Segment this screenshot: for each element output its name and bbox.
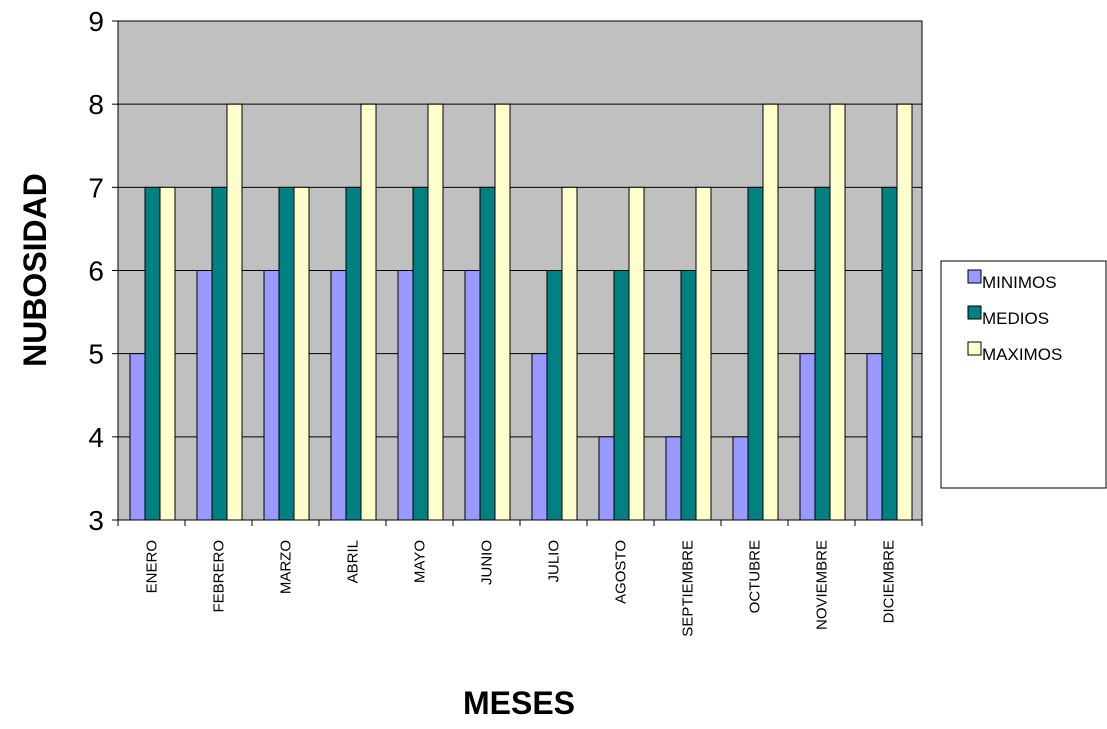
bar-medios-diciembre	[881, 186, 898, 521]
bar-maximos-febrero	[226, 103, 243, 521]
bar-medios-septiembre	[680, 270, 697, 521]
x-axis-title: MESES	[463, 685, 575, 721]
y-axis: 3 4 5 6 7 8 9	[88, 6, 119, 536]
bar-minimos-febrero	[196, 270, 213, 521]
bar-maximos-octubre	[762, 103, 779, 521]
bar-minimos-septiembre	[665, 436, 682, 521]
bar-maximos-abril	[360, 103, 377, 521]
x-axis: ENERO FEBRERO MARZO ABRIL MAYO JUNIO JULIO AGOS…	[117, 519, 923, 637]
y-tick-label: 7	[88, 172, 104, 203]
bar-maximos-enero	[159, 186, 176, 521]
bar-medios-julio	[546, 270, 563, 521]
bar-minimos-enero	[129, 353, 146, 521]
x-tick-label: ENERO	[144, 540, 161, 593]
bar-medios-agosto	[613, 270, 630, 521]
legend-label-medios: MEDIOS	[982, 309, 1049, 328]
x-tick-label: FEBRERO	[211, 540, 228, 613]
bar-minimos-octubre	[732, 436, 749, 521]
y-tick-label: 9	[88, 6, 104, 37]
bar-maximos-mayo	[427, 103, 444, 521]
y-tick-label: 4	[88, 422, 104, 453]
bar-medios-marzo	[278, 186, 295, 521]
bar-minimos-junio	[464, 270, 481, 521]
bar-minimos-agosto	[598, 436, 615, 521]
legend-swatch-minimos	[967, 269, 982, 284]
gridlines	[118, 103, 922, 438]
x-tick-label: AGOSTO	[613, 540, 630, 604]
y-axis-title: NUBOSIDAD	[17, 173, 53, 367]
y-tick-label: 6	[88, 256, 104, 287]
bar-maximos-junio	[494, 103, 511, 521]
legend-label-maximos: MAXIMOS	[982, 345, 1062, 364]
bar-medios-junio	[479, 186, 496, 521]
x-tick-label: JULIO	[546, 540, 563, 583]
bar-maximos-diciembre	[896, 103, 913, 521]
legend-box	[940, 260, 1107, 489]
legend-label-minimos: MINIMOS	[982, 273, 1057, 292]
bar-minimos-abril	[330, 270, 347, 521]
bar-minimos-diciembre	[866, 353, 883, 521]
legend: MINIMOS MEDIOS MAXIMOS	[940, 260, 1107, 489]
x-tick-label: ABRIL	[345, 540, 362, 583]
x-tick-label: NOVIEMBRE	[814, 540, 831, 630]
legend-swatch-maximos	[967, 341, 982, 356]
bar-maximos-agosto	[628, 186, 645, 521]
bar-minimos-marzo	[263, 270, 280, 521]
bar-minimos-julio	[531, 353, 548, 521]
bar-medios-febrero	[211, 186, 228, 521]
x-tick-label: DICIEMBRE	[881, 540, 898, 623]
y-tick-label: 3	[88, 505, 104, 536]
bar-medios-mayo	[412, 186, 429, 521]
bar-medios-enero	[144, 186, 161, 521]
bar-minimos-mayo	[397, 270, 414, 521]
bars	[129, 103, 913, 521]
bar-medios-octubre	[747, 186, 764, 521]
bar-maximos-septiembre	[695, 186, 712, 521]
x-tick-label: JUNIO	[479, 540, 496, 585]
x-tick-label: SEPTIEMBRE	[680, 540, 697, 637]
bar-maximos-noviembre	[829, 103, 846, 521]
x-tick-label: OCTUBRE	[747, 540, 764, 613]
bar-minimos-noviembre	[799, 353, 816, 521]
bar-maximos-marzo	[293, 186, 310, 521]
x-tick-label: MARZO	[278, 540, 295, 594]
bar-medios-abril	[345, 186, 362, 521]
legend-swatch-medios	[967, 305, 982, 320]
y-tick-label: 5	[88, 339, 104, 370]
x-tick-label: MAYO	[412, 540, 429, 583]
bar-medios-noviembre	[814, 186, 831, 521]
bar-maximos-julio	[561, 186, 578, 521]
y-tick-label: 8	[88, 89, 104, 120]
